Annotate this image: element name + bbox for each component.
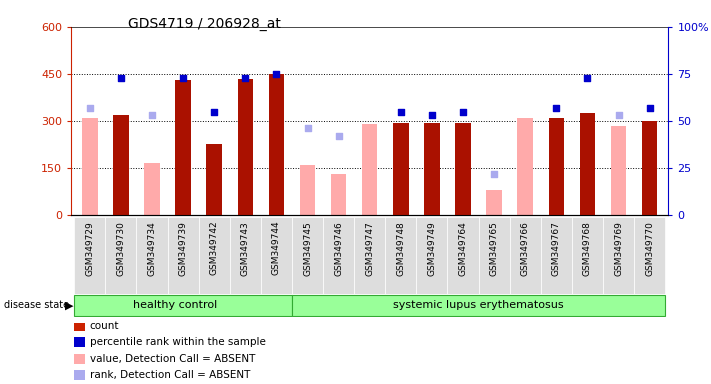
Bar [518,118,533,215]
Point [582,74,593,81]
Point [115,74,127,81]
Bar [447,217,479,294]
Bar [168,217,198,294]
Bar [261,217,292,294]
Text: GSM349742: GSM349742 [210,221,219,275]
Bar [362,124,378,215]
Bar [198,217,230,294]
Point [240,74,251,81]
Text: disease state: disease state [4,300,69,310]
Bar [455,122,471,215]
Point [271,71,282,77]
Bar [269,74,284,215]
Text: GSM349743: GSM349743 [241,221,250,276]
Bar [393,122,409,215]
Bar [74,217,105,294]
Text: count: count [90,321,119,331]
Bar [642,121,658,215]
Bar [634,217,665,294]
Point [613,112,624,118]
Text: value, Detection Call = ABSENT: value, Detection Call = ABSENT [90,354,255,364]
Point [208,109,220,115]
Bar [230,217,261,294]
Text: GSM349749: GSM349749 [427,221,437,276]
Bar [579,113,595,215]
Point [146,112,158,118]
Text: GSM349746: GSM349746 [334,221,343,276]
Text: GSM349734: GSM349734 [147,221,156,276]
Text: GSM349747: GSM349747 [365,221,374,276]
Point [488,170,500,177]
Point [333,133,344,139]
Bar [611,126,626,215]
Text: rank, Detection Call = ABSENT: rank, Detection Call = ABSENT [90,371,250,381]
Point [426,112,437,118]
Bar [331,174,346,215]
Bar [417,217,447,294]
Bar [137,217,168,294]
Text: GSM349770: GSM349770 [645,221,654,276]
Bar [144,163,160,215]
Text: systemic lupus erythematosus: systemic lupus erythematosus [393,300,564,310]
Bar [176,80,191,215]
Bar [292,295,665,316]
Bar [300,165,315,215]
Point [550,105,562,111]
Text: GSM349767: GSM349767 [552,221,561,276]
Bar [74,337,85,347]
Bar [292,217,323,294]
Bar [323,217,354,294]
Text: healthy control: healthy control [133,300,218,310]
Text: GSM349748: GSM349748 [396,221,405,276]
Text: GSM349765: GSM349765 [490,221,498,276]
Bar [74,321,85,331]
Point [644,105,656,111]
Text: GSM349729: GSM349729 [85,221,95,276]
Bar [549,118,564,215]
Point [84,105,95,111]
Bar [354,217,385,294]
Bar [74,354,85,364]
Bar [479,217,510,294]
Text: GDS4719 / 206928_at: GDS4719 / 206928_at [128,17,281,31]
Point [395,109,407,115]
Text: GSM349764: GSM349764 [459,221,468,276]
Bar [603,217,634,294]
Text: GSM349766: GSM349766 [520,221,530,276]
Text: GSM349745: GSM349745 [303,221,312,276]
Point [178,74,189,81]
Text: GSM349744: GSM349744 [272,221,281,275]
Point [457,109,469,115]
Point [301,126,313,132]
Bar [74,371,85,380]
Text: GSM349730: GSM349730 [117,221,125,276]
Bar [206,144,222,215]
Bar [541,217,572,294]
Bar [74,295,292,316]
Bar [510,217,541,294]
Bar [82,118,97,215]
Bar [385,217,417,294]
Text: GSM349739: GSM349739 [178,221,188,276]
Bar [572,217,603,294]
Bar [486,190,502,215]
Text: GSM349769: GSM349769 [614,221,623,276]
Bar [105,217,137,294]
Text: percentile rank within the sample: percentile rank within the sample [90,337,266,347]
Text: GSM349768: GSM349768 [583,221,592,276]
Text: ▶: ▶ [65,300,74,310]
Bar [237,79,253,215]
Bar [424,122,439,215]
Bar [113,115,129,215]
